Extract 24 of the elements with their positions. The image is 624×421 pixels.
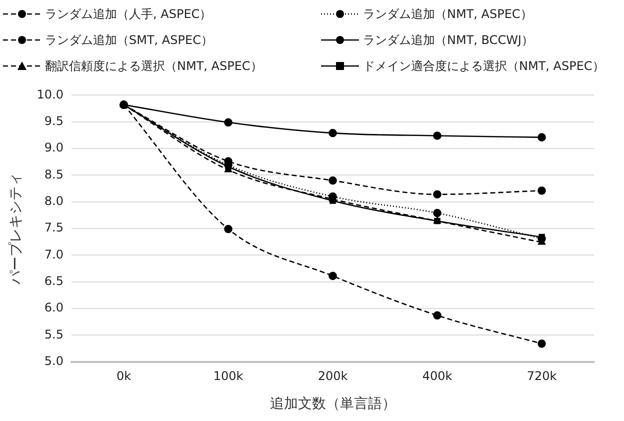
y-tick-label: 6.5 [44,274,64,288]
y-tick-label: 10.0 [36,87,64,102]
y-axis-title: パープレキシティ [8,172,24,286]
x-tick-label: 100k [213,369,244,384]
legend-label: ランダム追加（NMT, ASPEC） [363,6,532,22]
legend-label: ランダム追加（SMT, ASPEC） [45,32,213,48]
y-tick-label: 7.5 [44,220,64,235]
y-tick-label: 8.0 [44,194,64,208]
y-tick-label: 9.5 [44,114,64,128]
y-tick-label: 5.0 [44,354,64,368]
y-tick-label: 9.0 [44,140,64,155]
y-tick-label: 8.5 [44,167,64,182]
legend-label: 翻訳信頼度による選択（NMT, ASPEC） [45,58,262,74]
legend-label: ドメイン適合度による選択（NMT, ASPEC） [363,58,604,74]
legend-label: ランダム追加（人手, ASPEC） [45,6,212,22]
x-tick-label: 0k [116,369,132,384]
y-tick-label: 5.5 [44,327,64,342]
x-tick-label: 720k [526,369,557,384]
y-tick-label: 6.0 [44,300,64,315]
legend-label: ランダム追加（NMT, BCCWJ） [363,32,534,48]
x-tick-label: 200k [318,369,348,384]
x-axis-title: 追加文数（単言語） [270,396,396,412]
x-tick-label: 400k [422,369,452,384]
y-tick-label: 7.0 [44,247,64,262]
